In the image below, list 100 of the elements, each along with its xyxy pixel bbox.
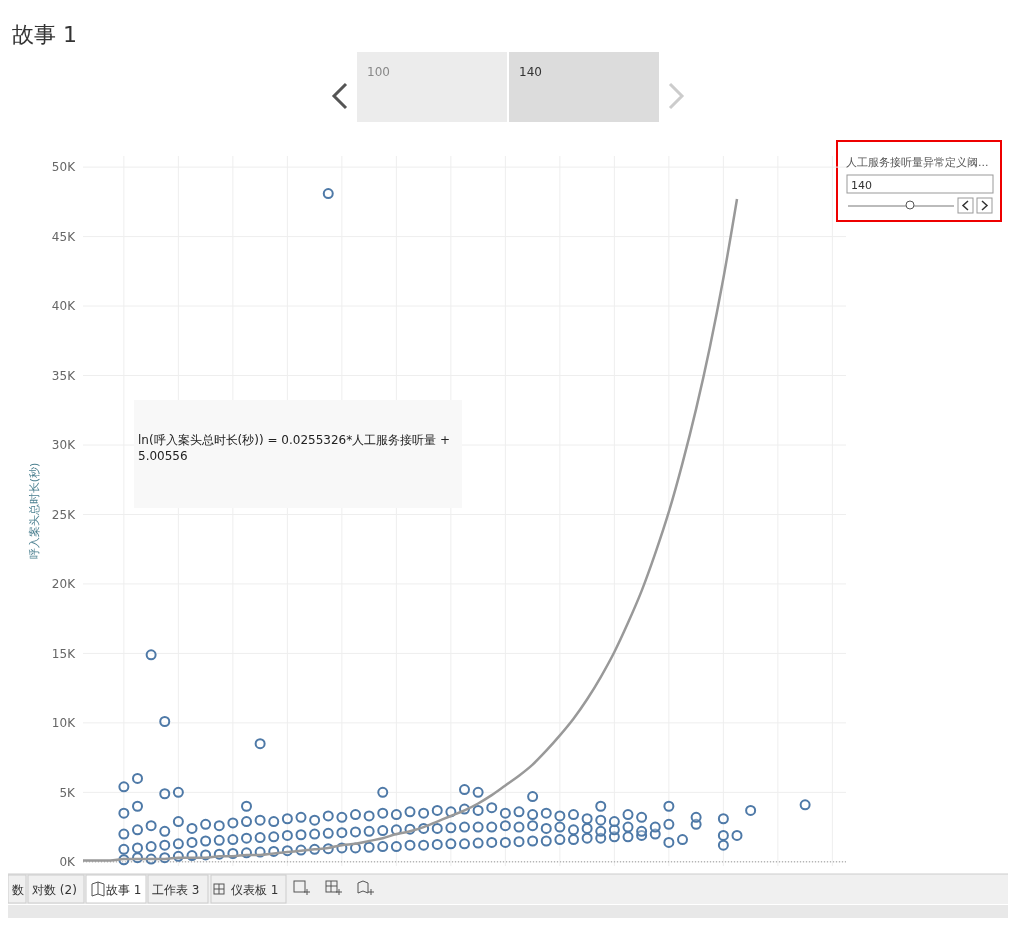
point [322,827,334,839]
point [799,799,811,811]
point [459,821,470,833]
point [622,809,634,821]
point [540,835,552,847]
point [540,822,552,834]
point [186,822,198,834]
point [717,813,729,825]
point [499,807,511,819]
point [499,836,511,848]
point [595,814,607,826]
point [418,807,430,819]
point [622,821,634,833]
point [200,818,212,830]
y-tick-label: 15K [51,646,77,661]
point [568,834,579,846]
point [622,831,634,843]
point [595,825,607,837]
point [608,816,620,828]
point [132,800,143,812]
point [677,834,688,846]
point [581,832,593,844]
point [472,821,484,833]
point [268,816,280,828]
y-axis-title: 呼入案头总时长(秒) [28,462,41,560]
y-tick-label: 45K [51,229,77,244]
point [445,838,457,850]
text: 140 [519,65,542,79]
point [336,827,348,839]
point [486,802,498,814]
point [459,784,470,796]
point [295,829,307,841]
y-tick-label: 50K [51,160,77,175]
point [390,841,402,853]
point [663,836,675,848]
point [568,809,579,821]
point [472,804,484,816]
point [431,838,443,850]
text: 故事 1 [106,883,142,897]
text: 140 [851,179,872,192]
point [431,822,443,834]
point [118,781,130,793]
point [527,809,539,821]
point [472,786,484,798]
point [554,834,566,846]
point [431,804,443,816]
point [377,825,389,837]
point [322,188,334,200]
point [377,841,389,853]
point [295,811,307,823]
point [363,810,375,822]
point [241,832,252,844]
point [636,811,648,823]
point [254,814,266,826]
point [309,814,321,826]
point [418,839,430,851]
y-tick-label: 10K [51,716,77,731]
point [540,807,552,819]
point [132,824,143,836]
note-box: ln(呼入案头总时长(秒)) = 0.0255326*人工服务接听量 + 5.00556 [134,400,462,508]
point [527,791,539,803]
point [281,829,293,841]
point [350,809,361,821]
annotation: ln(呼入案头总时长(秒)) = 0.0255326*人工服务接听量 + 5.00556 [138,432,452,464]
annotation: 人工服务接听量异常定义阈... [846,156,989,169]
point [581,813,593,825]
point [336,811,348,823]
point [581,822,593,834]
point [213,834,225,846]
y-tick-label: 25K [51,507,77,522]
point [213,820,225,832]
point [350,826,361,838]
point [145,841,157,853]
point [513,806,525,818]
point [322,810,334,822]
y-tick-label: 0K [59,855,77,870]
point [568,824,579,836]
y-tick-label: 40K [51,299,77,314]
point [445,822,457,834]
point [717,829,729,841]
point [486,836,498,848]
point [118,843,130,855]
text: 100 [367,65,390,79]
point [132,772,143,784]
point [649,821,661,833]
point [186,836,198,848]
point [717,839,729,851]
point [145,649,157,661]
y-tick-label: 30K [51,438,77,453]
point [404,806,416,818]
point [499,820,511,832]
y-tick-label: 20K [51,577,77,592]
point [254,738,266,750]
point [636,825,648,837]
point [200,835,212,847]
point [731,829,743,841]
y-tick-label: 5K [59,785,77,800]
point [459,838,470,850]
point [309,828,321,840]
point [241,800,252,812]
